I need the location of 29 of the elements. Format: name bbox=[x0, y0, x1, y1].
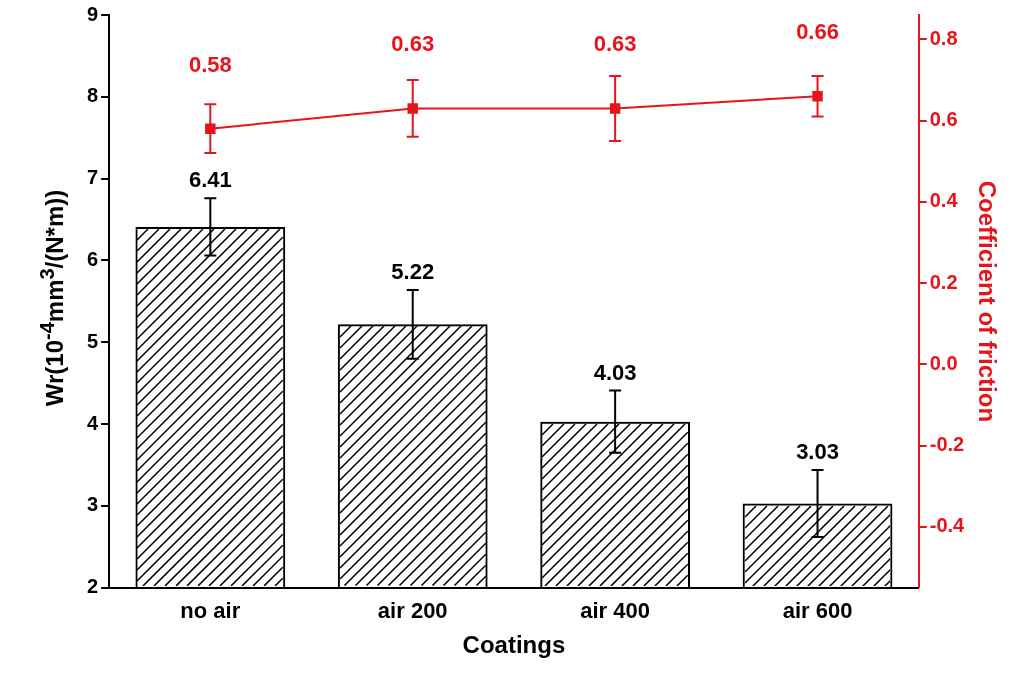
data-label: 3.03 bbox=[796, 439, 839, 465]
y-tick-label: 2 bbox=[87, 575, 99, 598]
data-label: 6.41 bbox=[188, 167, 232, 193]
x-tick-label: air 600 bbox=[782, 598, 853, 624]
y-tick-label: 5 bbox=[87, 329, 99, 352]
y2-tick-label: -0.4 bbox=[929, 514, 966, 537]
y-tick-label: 6 bbox=[87, 248, 99, 270]
y-tick-label: 4 bbox=[87, 411, 99, 434]
y2-tick-label: -0.2 bbox=[929, 433, 965, 456]
data-label: 0.58 bbox=[188, 51, 232, 77]
data-label: 0.66 bbox=[796, 19, 839, 45]
y-tick-label: 7 bbox=[87, 166, 99, 189]
x-tick-label: air 200 bbox=[377, 598, 448, 624]
y-tick-label: 8 bbox=[87, 84, 99, 107]
y2-axis-title: Coefficient of friction bbox=[973, 180, 1001, 423]
y2-tick-label: 0.0 bbox=[929, 351, 958, 374]
x-tick-label: air 400 bbox=[580, 598, 650, 624]
y2-tick-label: 0.8 bbox=[929, 26, 958, 49]
y2-tick-label: 0.4 bbox=[929, 189, 959, 212]
y2-tick-label: 0.2 bbox=[929, 270, 958, 293]
y-tick-label: 3 bbox=[87, 493, 99, 516]
y-tick-label: 9 bbox=[87, 2, 99, 25]
data-label: 5.22 bbox=[391, 259, 435, 285]
x-axis-title: Coatings bbox=[462, 631, 566, 659]
y2-tick-label: 0.6 bbox=[929, 108, 958, 131]
data-label: 0.63 bbox=[593, 31, 637, 57]
x-tick-label: no air bbox=[180, 598, 241, 624]
data-label: 4.03 bbox=[593, 359, 637, 385]
data-label: 0.63 bbox=[391, 31, 435, 57]
